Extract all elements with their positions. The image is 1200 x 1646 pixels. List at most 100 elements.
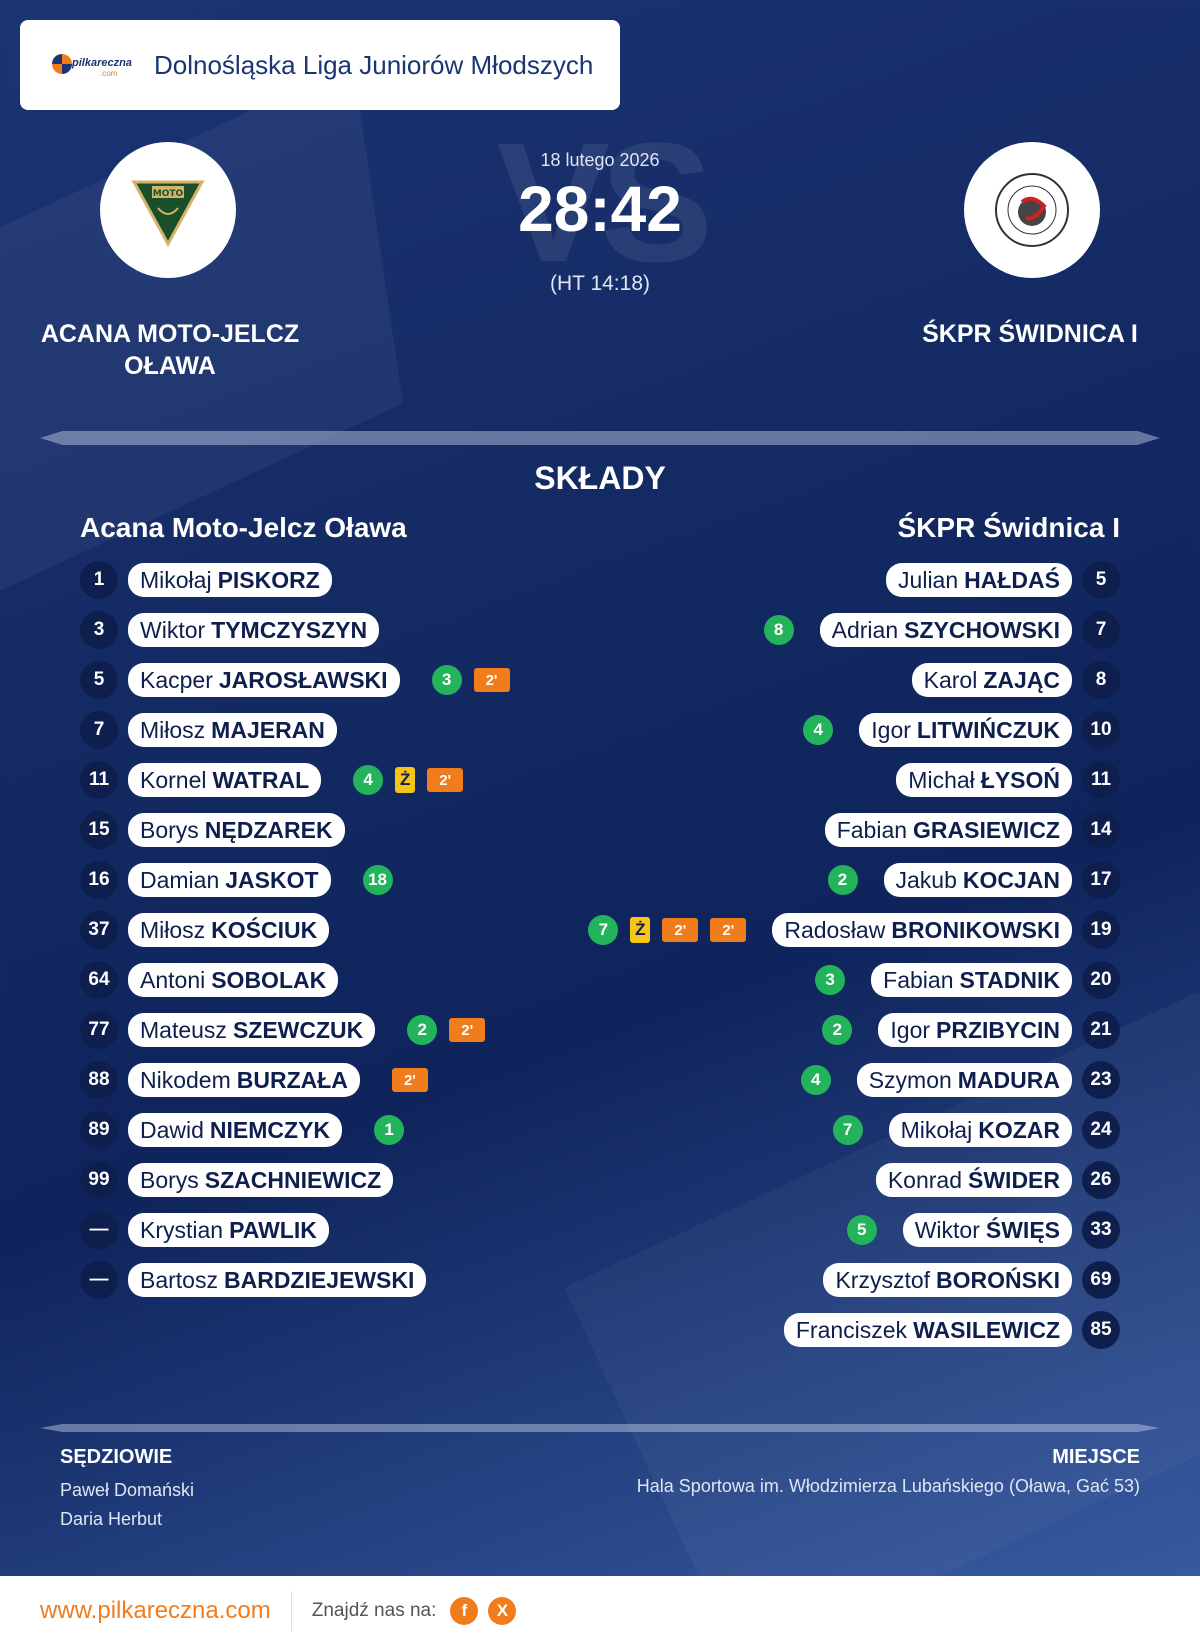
player-name-pill[interactable]: Dawid NIEMCZYK [128, 1113, 343, 1147]
venue-text: Hala Sportowa im. Włodzimierza Lubańskie… [636, 1476, 1140, 1496]
player-first-name: Krzysztof [835, 1266, 931, 1293]
player-first-name: Mateusz [140, 1016, 227, 1043]
player-row: Franciszek WASILEWICZ 85 [560, 1305, 1120, 1355]
player-number: 16 [80, 861, 118, 899]
player-number: 7 [1082, 611, 1120, 649]
goals-badge: 3 [815, 965, 846, 995]
player-name-pill[interactable]: Kacper JAROSŁAWSKI [128, 663, 400, 697]
player-name-pill[interactable]: Igor LITWIŃCZUK [859, 713, 1072, 747]
goals-badge: 1 [374, 1115, 405, 1145]
player-name-pill[interactable]: Mikołaj KOZAR [888, 1113, 1072, 1147]
player-last-name: WATRAL [212, 766, 310, 793]
goals-badge: 2 [407, 1015, 438, 1045]
player-name-pill[interactable]: Konrad ŚWIDER [875, 1163, 1072, 1197]
player-row: 7 Ż 2' 2' Radosław BRONIKOWSKI 19 [560, 905, 1120, 955]
player-row: Krzysztof BOROŃSKI 69 [560, 1255, 1120, 1305]
player-name-pill[interactable]: Fabian GRASIEWICZ [824, 813, 1072, 847]
player-name-pill[interactable]: Adrian SZYCHOWSKI [819, 613, 1072, 647]
player-name-pill[interactable]: Krzysztof BOROŃSKI [823, 1263, 1072, 1297]
player-name-pill[interactable]: Igor PRZIBYCIN [878, 1013, 1072, 1047]
vs-watermark: VS [496, 108, 714, 298]
player-events: 3 [809, 965, 851, 995]
goals-badge: 4 [353, 765, 384, 795]
yellow-card-badge: Ż [630, 917, 651, 943]
moto-jelcz-crest-icon: MOTO [131, 180, 205, 248]
player-number: 21 [1082, 1011, 1120, 1049]
player-row: 2 Igor PRZIBYCIN 21 [560, 1005, 1120, 1055]
player-name-pill[interactable]: Julian HAŁDAŚ [886, 563, 1072, 597]
player-first-name: Radosław [784, 916, 886, 943]
player-row: Fabian GRASIEWICZ 14 [560, 805, 1120, 855]
player-last-name: TYMCZYSZYN [211, 616, 368, 643]
player-first-name: Wiktor [140, 616, 206, 643]
player-last-name: BOROŃSKI [936, 1266, 1060, 1293]
player-name-pill[interactable]: Krystian PAWLIK [128, 1213, 329, 1247]
suspension-badge: 2' [473, 668, 510, 692]
player-last-name: PAWLIK [229, 1216, 317, 1243]
player-row: 4 Igor LITWIŃCZUK 10 [560, 705, 1120, 755]
player-first-name: Miłosz [140, 716, 206, 743]
player-last-name: ŚWIDER [968, 1166, 1060, 1193]
player-name-pill[interactable]: Wiktor TYMCZYSZYN [128, 613, 380, 647]
player-first-name: Szymon [868, 1066, 952, 1093]
facebook-icon[interactable]: f [450, 1597, 479, 1625]
player-events: 4 [797, 715, 839, 745]
player-row: 7 Miłosz MAJERAN [80, 705, 640, 755]
player-number: 17 [1082, 861, 1120, 899]
final-score: 28:42 [518, 173, 682, 245]
player-number: 10 [1082, 711, 1120, 749]
player-last-name: JAROSŁAWSKI [218, 666, 388, 693]
player-name-pill[interactable]: Damian JASKOT [128, 863, 331, 897]
player-name-pill[interactable]: Radosław BRONIKOWSKI [772, 913, 1072, 947]
player-name-pill[interactable]: Bartosz BARDZIEJEWSKI [128, 1263, 427, 1297]
player-name-pill[interactable]: Borys SZACHNIEWICZ [128, 1163, 394, 1197]
x-icon[interactable]: X [488, 1597, 517, 1625]
footer: www.pilkareczna.com Znajdź nas na: f X [0, 1576, 1200, 1646]
player-last-name: BRONIKOWSKI [891, 916, 1060, 943]
player-first-name: Damian [140, 866, 220, 893]
player-last-name: MADURA [957, 1066, 1060, 1093]
league-header: pilkareczna .com Dolnośląska Liga Junior… [20, 20, 620, 110]
player-name-pill[interactable]: Kornel WATRAL [128, 763, 322, 797]
website-link[interactable]: www.pilkareczna.com [40, 1597, 271, 1624]
player-row: 5 Wiktor ŚWIĘS 33 [560, 1205, 1120, 1255]
player-row: 89 Dawid NIEMCZYK 1 [80, 1105, 640, 1155]
player-name-pill[interactable]: Franciszek WASILEWICZ [783, 1313, 1072, 1347]
player-name-pill[interactable]: Michał ŁYSOŃ [896, 763, 1072, 797]
player-name-pill[interactable]: Borys NĘDZAREK [128, 813, 345, 847]
home-lineup-title: Acana Moto-Jelcz Oława [80, 512, 407, 543]
find-us-label: Znajdź nas na: [311, 1600, 437, 1621]
player-name-pill[interactable]: Wiktor ŚWIĘS [902, 1213, 1072, 1247]
player-number: 26 [1082, 1161, 1120, 1199]
player-row: 7 Mikołaj KOZAR 24 [560, 1105, 1120, 1155]
skpr-crest-icon [995, 173, 1069, 247]
player-name-pill[interactable]: Mateusz SZEWCZUK [128, 1013, 376, 1047]
player-number: 8 [1082, 661, 1120, 699]
player-row: 5 Kacper JAROSŁAWSKI 3 2' [80, 655, 640, 705]
player-last-name: ZAJĄC [983, 666, 1060, 693]
player-last-name: STADNIK [959, 966, 1060, 993]
player-row: 99 Borys SZACHNIEWICZ [80, 1155, 640, 1205]
player-name-pill[interactable]: Fabian STADNIK [871, 963, 1072, 997]
player-name-pill[interactable]: Miłosz KOŚCIUK [128, 913, 330, 947]
player-name-pill[interactable]: Miłosz MAJERAN [128, 713, 337, 747]
player-name-pill[interactable]: Karol ZAJĄC [911, 663, 1072, 697]
player-events: 4 Ż 2' [347, 765, 469, 795]
divider [40, 431, 1160, 445]
player-number: 14 [1082, 811, 1120, 849]
goals-badge: 7 [588, 915, 619, 945]
player-name-pill[interactable]: Nikodem BURZAŁA [128, 1063, 360, 1097]
player-name-pill[interactable]: Jakub KOCJAN [883, 863, 1072, 897]
player-last-name: SOBOLAK [211, 966, 327, 993]
player-name-pill[interactable]: Antoni SOBOLAK [128, 963, 339, 997]
goals-badge: 2 [827, 865, 858, 895]
player-name-pill[interactable]: Szymon MADURA [856, 1063, 1072, 1097]
player-events: 18 [357, 865, 399, 895]
player-last-name: BURZAŁA [236, 1066, 348, 1093]
player-last-name: PRZIBYCIN [936, 1016, 1060, 1043]
away-team-logo [964, 142, 1100, 278]
player-name-pill[interactable]: Mikołaj PISKORZ [128, 563, 332, 597]
player-number: 85 [1082, 1311, 1120, 1349]
player-events: 5 [841, 1215, 883, 1245]
player-first-name: Konrad [887, 1166, 962, 1193]
